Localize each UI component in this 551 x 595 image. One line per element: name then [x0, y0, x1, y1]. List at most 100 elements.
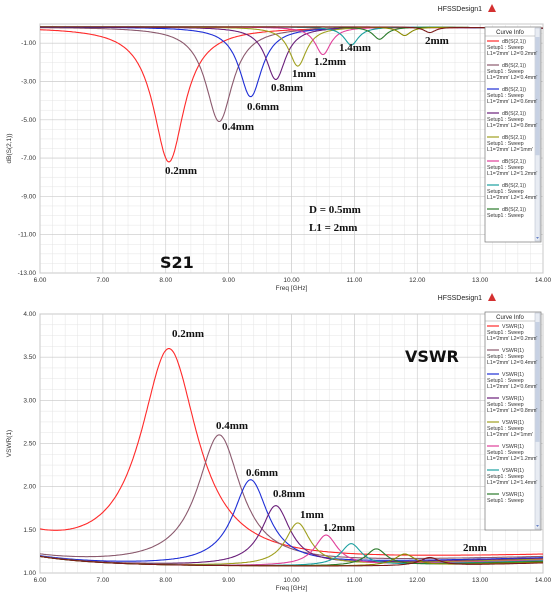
legend-entry: L1='2mm' L2='0.6mm' — [487, 99, 537, 105]
legend-box — [484, 26, 542, 243]
design-label: HFSSDesign1 — [438, 6, 482, 13]
y-tick-label: -3.00 — [21, 78, 36, 85]
legend-entry: Setup1 : Sweep — [487, 498, 524, 504]
x-tick-label: 13.00 — [472, 277, 489, 284]
legend-entry: L1='2mm' L2='0.8mm' — [487, 408, 537, 414]
curve-annotation: 2mm — [425, 35, 449, 47]
legend-entry: L1='2mm' L2='1.2mm' — [487, 456, 537, 462]
curve-annotation: 0.2mm — [165, 165, 197, 177]
s21-chart: 6.00 7.00 8.00 9.00 10.00 11.00 12.00 13.00 14.0… — [6, 4, 551, 292]
legend-title: Curve Info — [496, 30, 524, 36]
legend-scroll-thumb — [535, 37, 540, 156]
x-tick-label: 11.00 — [346, 577, 362, 584]
legend-entry: Setup1 : Sweep — [487, 402, 524, 408]
curve-annotation: 0.4mm — [222, 121, 254, 133]
legend-entry: L1='2mm' L2='0.4mm' — [487, 75, 537, 81]
y-tick-label: -7.00 — [21, 155, 36, 162]
x-tick-label: 13.00 — [472, 577, 489, 584]
curve-annotation: 0.4mm — [216, 420, 248, 432]
legend-entry: Setup1 : Sweep — [487, 474, 524, 480]
legend-entry: L1='2mm' L2='1.4mm' — [487, 195, 537, 201]
legend-entry: Setup1 : Sweep — [487, 165, 524, 171]
y-tick-label: 4.00 — [23, 311, 36, 318]
legend-entry: dB(S(2,1)) — [502, 207, 526, 213]
legend-entry: L1='2mm' L2='0.4mm' — [487, 360, 537, 366]
legend-entry: Setup1 : Sweep — [487, 450, 524, 456]
legend-entry: Setup1 : Sweep — [487, 378, 524, 384]
y-tick-label: 1.50 — [23, 527, 36, 534]
x-tick-label: 14.00 — [535, 277, 551, 284]
x-tick-label: 10.00 — [283, 577, 300, 584]
legend-entry: Setup1 : Sweep — [487, 426, 524, 432]
legend-entry: L1='2mm' L2='0.6mm' — [487, 384, 537, 390]
vswr-chart: 6.00 7.00 8.00 9.00 10.00 11.00 12.00 13.00 14.0… — [6, 293, 551, 592]
x-tick-label: 9.00 — [222, 577, 235, 584]
legend-entry: dB(S(2,1)) — [502, 63, 526, 69]
legend-entry: Setup1 : Sweep — [487, 141, 524, 147]
series-line — [40, 555, 543, 567]
x-tick-label: 6.00 — [34, 577, 47, 584]
legend-entry: VSWR(1) — [502, 396, 524, 402]
x-axis-label: Freq [GHz] — [276, 285, 308, 292]
parameter-text: D = 0.5mm — [309, 204, 361, 216]
x-tick-label: 9.00 — [222, 277, 235, 284]
x-tick-label: 7.00 — [97, 577, 110, 584]
y-tick-label: 3.50 — [23, 354, 36, 361]
legend-entry: Setup1 : Sweep — [487, 213, 524, 219]
curve-annotation: 0.6mm — [246, 467, 278, 479]
curve-annotation: 1mm — [292, 68, 316, 80]
x-tick-label: 8.00 — [159, 277, 172, 284]
series-group — [40, 348, 543, 567]
legend-entry: VSWR(1) — [502, 420, 524, 426]
series-line — [40, 479, 543, 562]
legend-entry: Setup1 : Sweep — [487, 69, 524, 75]
legend-entry: dB(S(2,1)) — [502, 159, 526, 165]
legend-entry: dB(S(2,1)) — [502, 39, 526, 45]
legend-title: Curve Info — [496, 315, 524, 321]
legend-scroll-thumb — [535, 322, 540, 442]
legend-entry: dB(S(2,1)) — [502, 135, 526, 141]
curve-annotation: 0.8mm — [271, 82, 303, 94]
legend-entry: dB(S(2,1)) — [502, 183, 526, 189]
y-tick-label: -9.00 — [21, 193, 36, 200]
curve-annotation: 0.8mm — [273, 488, 305, 500]
curve-annotation: 2mm — [463, 542, 487, 554]
series-group — [40, 26, 543, 163]
curve-annotation: 0.6mm — [247, 101, 279, 113]
legend-entry: Setup1 : Sweep — [487, 354, 524, 360]
x-tick-label: 14.00 — [535, 577, 551, 584]
legend-entry: VSWR(1) — [502, 324, 524, 330]
legend-entry: VSWR(1) — [502, 492, 524, 498]
y-tick-label: 3.00 — [23, 397, 36, 404]
x-tick-label: 12.00 — [409, 577, 426, 584]
series-line — [40, 434, 543, 560]
x-tick-label: 8.00 — [159, 577, 172, 584]
ansys-logo-icon — [488, 293, 496, 301]
y-tick-label: -1.00 — [21, 40, 36, 47]
curve-annotation: 1mm — [300, 509, 324, 521]
legend-entry: VSWR(1) — [502, 468, 524, 474]
y-tick-label: -5.00 — [21, 117, 36, 124]
legend-entry: VSWR(1) — [502, 348, 524, 354]
legend-entry: L1='2mm' L2='0.2mm' — [487, 51, 537, 57]
y-axis-label: dB(S(2,1)) — [6, 134, 13, 164]
curve-annotation: 1.2mm — [323, 522, 355, 534]
curve-annotation: 1.4mm — [339, 42, 371, 54]
legend-entry: Setup1 : Sweep — [487, 117, 524, 123]
x-axis-label: Freq [GHz] — [276, 585, 308, 592]
parameter-text: L1 = 2mm — [309, 222, 357, 234]
chart-title: VSWR — [405, 347, 459, 366]
legend-entry: dB(S(2,1)) — [502, 87, 526, 93]
legend-entry: VSWR(1) — [502, 372, 524, 378]
legend-entry: L1='2mm' L2='1.4mm' — [487, 480, 537, 486]
design-label: HFSSDesign1 — [438, 295, 482, 302]
x-tick-label: 11.00 — [346, 277, 362, 284]
y-axis-label: VSWR(1) — [6, 430, 13, 457]
legend-entry: Setup1 : Sweep — [487, 45, 524, 51]
x-tick-label: 12.00 — [409, 277, 426, 284]
curve-annotation: 1.2mm — [314, 56, 346, 68]
y-tick-label: 2.50 — [23, 441, 36, 448]
